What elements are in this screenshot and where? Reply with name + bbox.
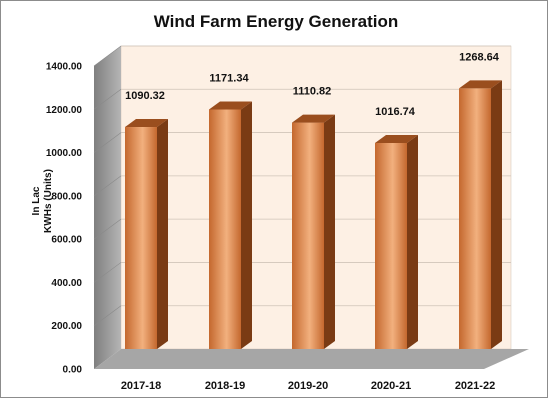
y-tick-label: 1200.00 [46,105,83,116]
bar-front [375,142,407,349]
bar-front [209,109,241,349]
floor [94,349,529,369]
bar-side [241,101,252,349]
bar-top [292,114,335,123]
y-tick-label: 0.00 [63,365,83,376]
x-tick-label: 2017-18 [121,380,161,392]
x-tick-label: 2018-19 [205,380,245,392]
bar-top [459,80,502,89]
bars [125,80,502,350]
gridline-side [93,132,122,153]
y-tick-label: 400.00 [51,278,82,289]
bar-top [125,119,168,128]
x-axis-ticks: 2017-18 2018-19 2019-20 2020-21 2021-22 [121,380,495,392]
data-labels: 1090.32 1171.34 1110.82 1016.74 1268.64 [125,51,500,118]
data-label: 1110.82 [293,86,332,98]
y-axis-ticks: 0.00 200.00 400.00 600.00 800.00 1000.00 1200.… [46,62,83,376]
gridline-side [93,45,122,67]
gridline-side [93,262,122,283]
bar-2019-20 [292,114,335,349]
side-wall [94,46,121,369]
bar-front [292,122,324,349]
y-tick-label: 1400.00 [46,62,83,73]
bar-2021-22 [459,80,502,349]
y-axis-label: In Lac KWHs (Units) [31,169,54,233]
data-label: 1171.34 [209,72,249,84]
data-label: 1090.32 [125,90,165,102]
gridline-side [93,89,122,110]
gridline-side [93,175,122,197]
y-tick-label: 800.00 [51,191,82,202]
bar-2018-19 [209,101,252,349]
bar-side [491,80,502,349]
bar-side [157,119,168,350]
x-tick-label: 2020-21 [371,380,411,392]
y-axis-label-line-2: KWHs (Units) [43,169,54,233]
bar-front [125,127,157,350]
bar-side [324,114,335,349]
data-label: 1016.74 [375,106,416,118]
bar-top [209,101,252,110]
bar-front [459,88,491,349]
x-tick-label: 2021-22 [455,380,495,392]
bar-2017-18 [125,119,168,350]
gridline-side [93,305,122,326]
bar-top [375,134,418,143]
x-tick-label: 2019-20 [288,380,328,392]
y-axis-label-line-1: In Lac [31,186,42,215]
bar-2020-21 [375,134,418,349]
y-tick-label: 600.00 [51,235,82,246]
y-tick-label: 1000.00 [46,148,83,159]
bar-side [407,134,418,349]
data-label: 1268.64 [459,51,500,63]
gridline-side [93,218,122,240]
y-tick-label: 200.00 [51,321,82,332]
chart-title: Wind Farm Energy Generation [154,12,399,31]
